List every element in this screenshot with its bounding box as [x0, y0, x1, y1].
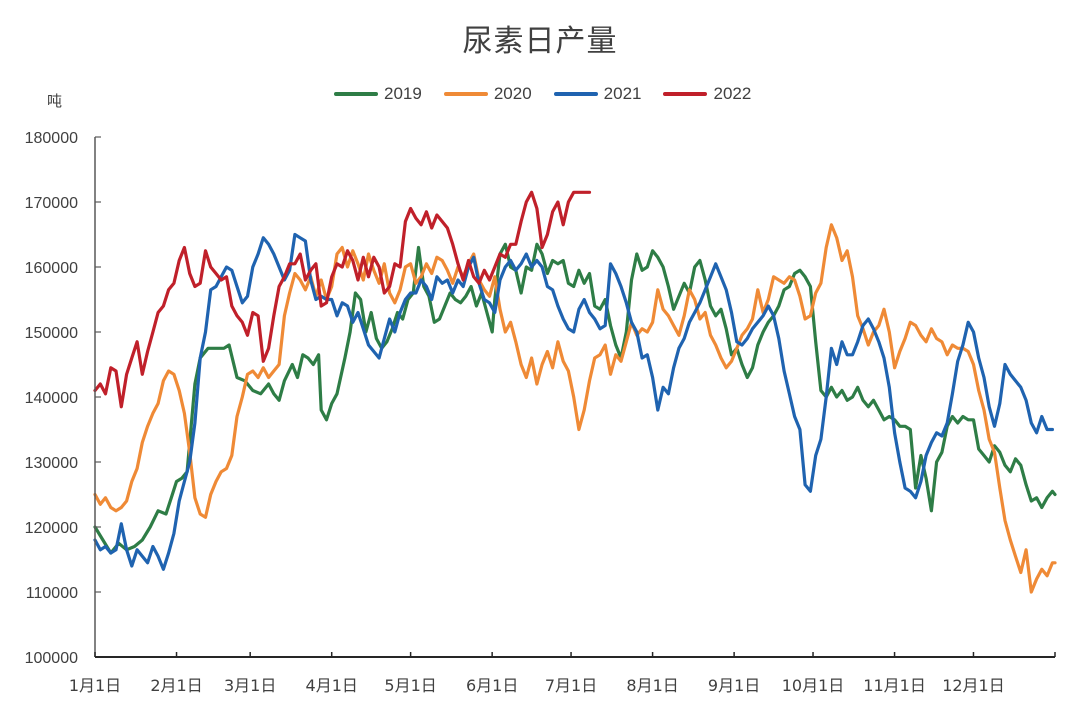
y-tick-label: 140000: [25, 390, 78, 407]
legend-item-2019: 2019: [334, 84, 422, 104]
y-axis-unit-label: 吨: [47, 92, 63, 110]
legend-swatch-2021: [553, 92, 598, 96]
x-tick-label: 7月1日: [545, 676, 597, 695]
y-tick-label: 150000: [25, 325, 78, 342]
chart-legend: 2019 2020 2021 2022: [334, 84, 773, 104]
x-tick-label: 8月1日: [626, 676, 678, 695]
series-line-2021: [93, 232, 1054, 571]
x-tick-label: 3月1日: [224, 676, 276, 695]
y-tick-label: 130000: [25, 455, 78, 472]
y-tick-label: 110000: [26, 585, 78, 602]
legend-label: 2020: [493, 84, 532, 103]
x-tick-label: 6月1日: [466, 676, 518, 695]
x-tick-label: 4月1日: [306, 676, 358, 695]
series-lines: [93, 190, 1057, 594]
y-tick-label: 170000: [25, 195, 78, 212]
series-line-2022: [93, 190, 592, 409]
legend-swatch-2022: [663, 92, 708, 96]
series-line-2020: [93, 223, 1057, 594]
legend-label: 2021: [603, 84, 642, 103]
x-tick-label: 9月1日: [708, 676, 760, 695]
y-tick-label: 160000: [25, 260, 78, 277]
x-tick-label: 11月1日: [863, 676, 926, 695]
x-tick-label: 12月1日: [942, 676, 1005, 695]
y-tick-label: 180000: [25, 130, 78, 147]
y-tick-label: 100000: [25, 650, 78, 667]
x-tick-label: 1月1日: [69, 676, 121, 695]
legend-swatch-2020: [443, 92, 488, 96]
y-tick-label: 120000: [25, 520, 78, 537]
legend-item-2021: 2021: [553, 84, 642, 104]
legend-item-2022: 2022: [663, 84, 751, 104]
legend-label: 2019: [384, 84, 422, 103]
legend-item-2020: 2020: [443, 84, 532, 104]
x-tick-label: 10月1日: [782, 676, 845, 695]
x-tick-label: 2月1日: [150, 676, 202, 695]
series-line-2019: [93, 242, 1057, 555]
legend-label: 2022: [713, 84, 752, 103]
chart-title: 尿素日产量: [462, 24, 618, 59]
x-tick-label: 5月1日: [384, 676, 436, 695]
legend-swatch-2019: [334, 92, 378, 96]
axes: 100000 110000 120000 130000 140000 150000 1600…: [25, 130, 1056, 695]
